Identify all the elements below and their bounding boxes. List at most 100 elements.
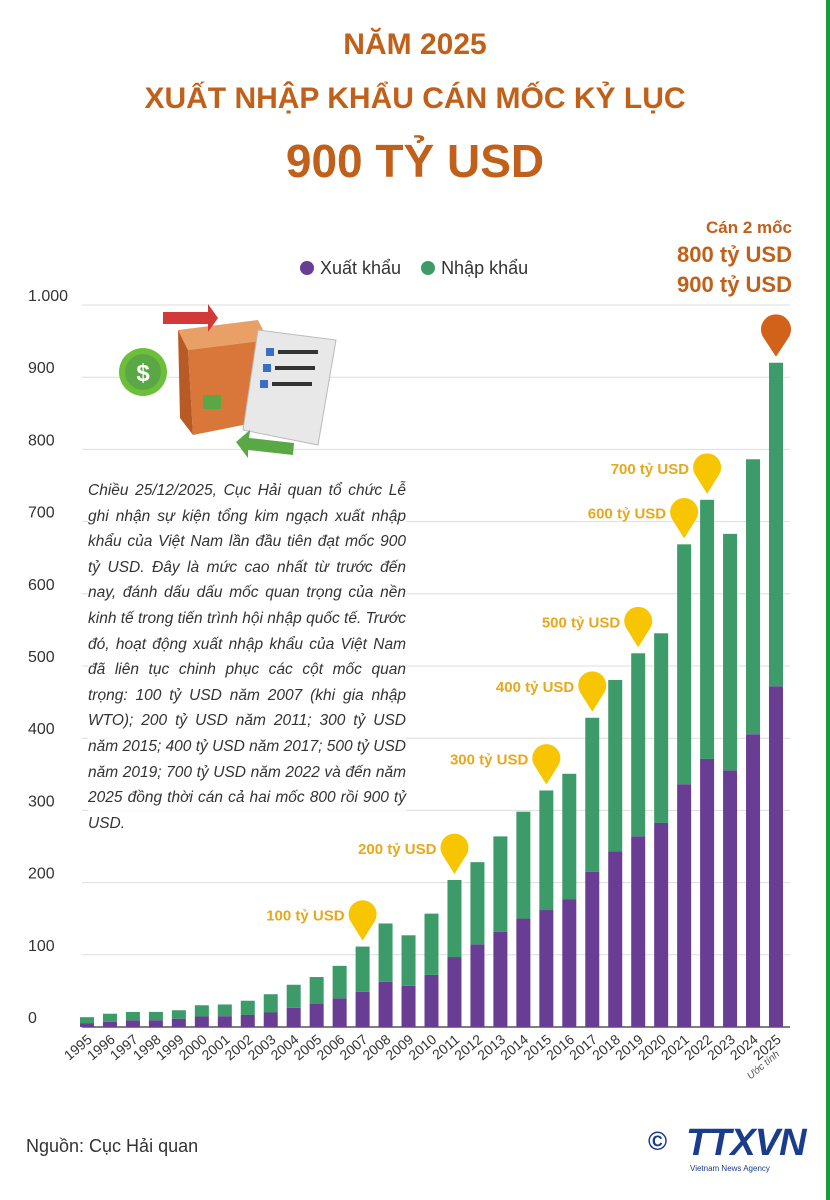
- bar-export-2024: [746, 734, 761, 1027]
- arrow-left-icon: [236, 430, 294, 458]
- legend-import-swatch: [421, 261, 436, 275]
- final-callout-line2: 800 tỷ USD: [677, 242, 792, 267]
- bar-export-2002: [240, 1014, 255, 1027]
- bar-import-2012: [470, 862, 485, 945]
- dollar-coin-icon: $: [119, 348, 167, 396]
- milestone-label: 200 tỷ USD: [358, 841, 437, 858]
- description-paragraph: Chiều 25/12/2025, Cục Hải quan tổ chức L…: [88, 478, 406, 837]
- y-tick-label: 1.000: [28, 288, 68, 305]
- bar-export-2006: [332, 998, 347, 1027]
- arrow-right-icon: [163, 304, 218, 332]
- bar-import-2011: [447, 880, 462, 958]
- milestone-pin-icon: [670, 497, 699, 539]
- title-line-1: NĂM 2025: [343, 28, 487, 61]
- bar-import-2025: [769, 362, 783, 687]
- milestone-pin-icon: [693, 453, 722, 494]
- bar-import-2002: [240, 1000, 255, 1015]
- bar-export-1998: [148, 1020, 163, 1027]
- bar-import-1996: [102, 1013, 117, 1022]
- legend-import: Nhập khẩu: [421, 258, 528, 279]
- bar-export-2014: [516, 918, 531, 1027]
- milestone-pin-icon: [578, 671, 607, 712]
- y-tick-label: 600: [28, 577, 55, 594]
- bar-export-1996: [102, 1021, 117, 1027]
- bar-export-2025: [769, 686, 783, 1027]
- bar-import-2010: [424, 913, 439, 975]
- bar-import-2017: [585, 717, 600, 872]
- bar-import-2004: [286, 984, 301, 1008]
- logo-subtitle: Vietnam News Agency: [690, 1164, 770, 1173]
- bar-import-2003: [263, 994, 278, 1013]
- bar-import-2013: [493, 836, 508, 932]
- bar-export-2009: [401, 985, 416, 1027]
- copyright-icon: ©: [648, 1126, 668, 1156]
- bar-import-2006: [332, 965, 347, 999]
- bar-import-1997: [125, 1011, 140, 1021]
- legend: Xuất khẩu Nhập khẩu: [300, 258, 528, 279]
- bar-export-1997: [125, 1020, 140, 1027]
- milestone-label: 100 tỷ USD: [266, 908, 345, 925]
- bar-import-2014: [516, 811, 531, 919]
- milestone-label: 500 tỷ USD: [542, 614, 621, 631]
- bar-export-1995: [80, 1023, 94, 1027]
- frame-border: [826, 0, 830, 1200]
- bar-import-1995: [80, 1017, 94, 1024]
- bar-import-2000: [194, 1005, 209, 1017]
- final-callout-line1: Cán 2 mốc: [706, 218, 792, 237]
- bar-import-2019: [631, 653, 646, 837]
- bar-import-2005: [309, 977, 324, 1004]
- y-tick-label: 700: [28, 505, 55, 522]
- milestone-label: 300 tỷ USD: [450, 751, 529, 768]
- legend-export: Xuất khẩu: [300, 258, 401, 279]
- milestone-label: 400 tỷ USD: [496, 679, 575, 696]
- bar-export-2000: [194, 1016, 209, 1027]
- bar-export-2007: [355, 991, 370, 1027]
- svg-text:$: $: [136, 360, 150, 387]
- document-icon: [242, 329, 337, 446]
- bar-export-2011: [447, 957, 462, 1027]
- milestone-label: 700 tỷ USD: [611, 461, 690, 478]
- bar-export-2010: [424, 974, 439, 1027]
- bar-export-2008: [378, 981, 393, 1027]
- bar-import-2016: [562, 773, 577, 900]
- bar-export-2017: [585, 871, 600, 1027]
- trade-illustration: $: [119, 304, 337, 458]
- bar-export-2020: [654, 822, 669, 1027]
- y-tick-label: 500: [28, 649, 55, 666]
- title-line-3: 900 TỶ USD: [285, 135, 545, 187]
- bar-import-2009: [401, 935, 416, 986]
- y-tick-label: 400: [28, 721, 55, 738]
- bar-import-2007: [355, 946, 370, 992]
- y-tick-label: 300: [28, 793, 55, 810]
- bar-export-1999: [171, 1018, 186, 1027]
- bar-import-1999: [171, 1010, 186, 1019]
- bar-import-1998: [148, 1011, 163, 1021]
- final-callout-line3: 900 tỷ USD: [677, 272, 792, 297]
- bar-import-2001: [217, 1004, 232, 1017]
- bar-import-2015: [539, 790, 554, 911]
- y-tick-label: 200: [28, 866, 55, 883]
- bar-export-2016: [562, 899, 577, 1027]
- milestone-pin-icon: [532, 744, 561, 785]
- bar-export-2005: [309, 1003, 324, 1027]
- bar-export-2018: [608, 851, 623, 1027]
- legend-export-swatch: [300, 261, 314, 275]
- bar-import-2021: [677, 544, 692, 785]
- final-pin-icon: [761, 314, 792, 357]
- y-tick-label: 900: [28, 360, 55, 377]
- source-note: Nguồn: Cục Hải quan: [26, 1136, 199, 1156]
- bar-import-2022: [700, 499, 715, 759]
- bar-export-2021: [677, 784, 692, 1027]
- bar-import-2024: [746, 459, 761, 735]
- legend-export-label: Xuất khẩu: [320, 258, 402, 278]
- bar-export-2013: [493, 931, 508, 1027]
- bar-import-2023: [723, 533, 738, 771]
- bar-export-2022: [700, 758, 715, 1027]
- y-tick-label: 100: [28, 938, 55, 955]
- y-tick-label: 0: [28, 1010, 37, 1027]
- milestone-pin-icon: [348, 900, 377, 941]
- milestone-label: 600 tỷ USD: [588, 505, 667, 522]
- logo-name: TTXVN: [686, 1122, 807, 1164]
- bar-export-2001: [217, 1016, 232, 1027]
- bar-import-2018: [608, 679, 623, 852]
